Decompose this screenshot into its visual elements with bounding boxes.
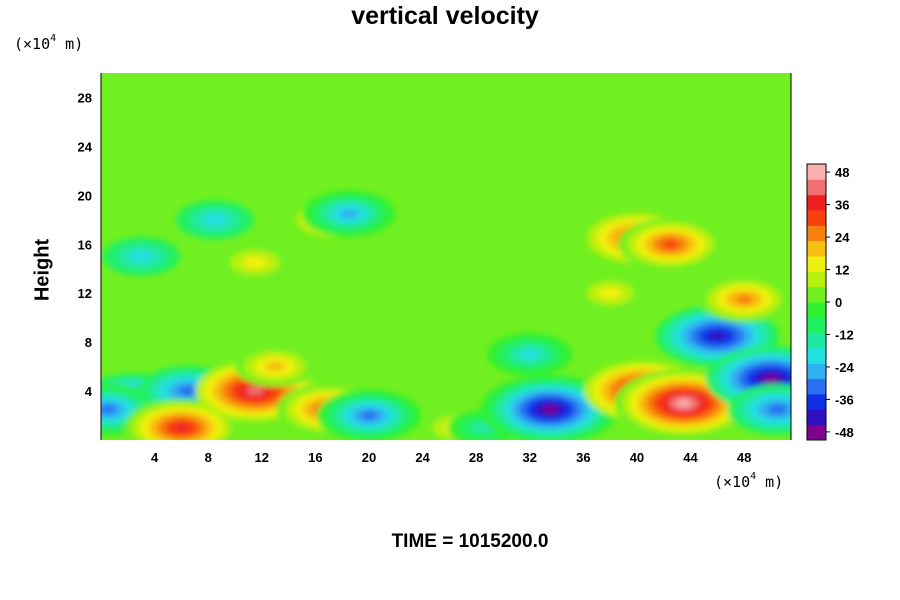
x-axis-ticks: 4 8 12 16 20 24 28 32 36 40 44 48 [151,450,751,465]
heatmap-feature [618,218,723,271]
x-tick-label: 40 [630,450,644,465]
colorbar-tick-label: 12 [835,263,849,278]
colorbar-segment [807,378,826,395]
x-tick-label: 32 [523,450,537,465]
heatmap-feature [218,244,292,282]
colorbar-tick-label: -48 [835,425,854,440]
heatmap-feature [176,200,254,240]
contour-band [246,386,264,396]
y-tick-label: 24 [78,139,93,154]
colorbar-tick-label: 24 [835,230,850,245]
x-tick-label: 12 [255,450,269,465]
y-tick-label: 16 [78,237,92,252]
y-tick-label: 28 [78,90,92,105]
colorbar-segment [807,240,826,257]
contour-band [101,405,117,414]
heatmap-feature [123,398,240,440]
heatmap-feature [697,276,791,323]
heatmap-feature [302,190,396,237]
heatmap-feature [727,384,791,435]
heatmap-feature [316,389,422,440]
contour-band [661,239,680,249]
colorbar-segment [807,179,826,196]
x-tick-label: 16 [308,450,322,465]
colorbar-segment [807,332,826,349]
contour-band [708,331,727,341]
colorbar-segment [807,424,826,441]
heatmap-feature [234,346,316,388]
x-tick-label: 20 [362,450,376,465]
colorbar-segment [807,409,826,426]
colorbar-tick-label: -36 [835,392,854,407]
heatmap-plot-area [101,73,791,440]
y-axis-unit: (×104 m) [14,33,84,53]
colorbar-segment [807,271,826,288]
time-label: TIME = 1015200.0 [391,531,549,552]
colorbar-segment [807,194,826,211]
contour-band [519,349,541,360]
chart-title: vertical velocity [351,2,539,30]
contour-band [762,374,780,383]
colorbar-segment [807,363,826,380]
contour-band [128,250,155,263]
x-axis-unit: (×104 m) [714,471,784,491]
x-tick-label: 24 [415,450,430,465]
colorbar-tick-label: -24 [835,360,855,375]
colorbar-segment [807,394,826,410]
contour-band [676,399,692,408]
heatmap-feature [487,333,573,376]
contour-band [339,209,359,219]
contour-band [173,423,190,432]
contour-band [542,405,558,414]
contour-band [178,386,199,397]
x-tick-label: 48 [737,450,751,465]
heatmap-features [101,190,791,440]
x-tick-label: 8 [205,450,212,465]
contour-band [201,213,228,227]
contour-band [767,404,788,415]
x-tick-label: 44 [683,450,698,465]
colorbar-segment [807,210,826,226]
contour-band [265,361,286,372]
colorbar-segment [807,225,826,242]
y-tick-label: 8 [85,335,92,350]
heatmap-feature [102,237,180,276]
colorbar-segment [807,164,826,180]
contour-band [734,294,754,304]
x-tick-label: 36 [576,450,590,465]
contour-band [242,256,268,269]
y-tick-label: 12 [78,286,92,301]
colorbar-segment [807,348,826,364]
colorbar: 48 36 24 12 0 -12 -24 -36 -48 [806,163,855,441]
x-tick-label: 28 [469,450,483,465]
contour-band [598,287,622,300]
y-tick-label: 20 [78,188,92,203]
y-tick-label: 4 [85,384,93,399]
x-tick-label: 4 [151,450,159,465]
contour-band [360,411,378,420]
colorbar-tick-label: -12 [835,327,854,342]
y-axis-ticks: 4 8 12 16 20 24 28 [78,90,93,399]
colorbar-segment [807,302,826,318]
colorbar-segment [807,286,826,303]
colorbar-tick-label: 0 [835,295,842,310]
colorbar-segment [807,317,826,334]
colorbar-tick-label: 36 [835,198,849,213]
colorbar-segment [807,256,826,272]
colorbar-tick-label: 48 [835,165,849,180]
heatmap-feature [575,275,645,311]
